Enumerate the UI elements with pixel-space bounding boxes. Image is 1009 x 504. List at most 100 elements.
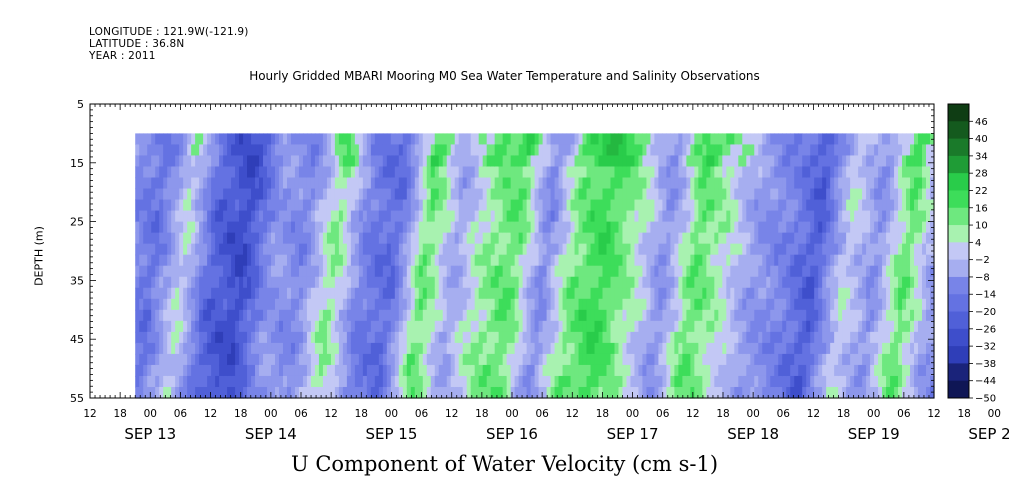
heat-cell: [298, 210, 304, 223]
heat-cell: [223, 320, 228, 333]
heat-cell: [438, 364, 444, 377]
heat-cell: [922, 232, 927, 245]
heat-cell: [183, 331, 188, 344]
heat-cell: [298, 177, 304, 190]
heat-cell: [686, 364, 691, 377]
heat-cell: [255, 309, 260, 322]
heat-cell: [255, 342, 260, 355]
heat-cell: [386, 243, 392, 256]
heat-cell: [275, 342, 280, 355]
heat-cell: [742, 243, 747, 256]
heat-cell: [578, 375, 584, 388]
heat-cell: [618, 243, 624, 256]
heat-cell: [366, 166, 372, 179]
heat-cell: [382, 375, 388, 388]
heat-cell: [862, 364, 867, 377]
heat-cell: [550, 265, 556, 278]
heat-cell: [302, 331, 308, 344]
heat-cell: [806, 342, 811, 355]
heat-cell: [794, 331, 799, 344]
heat-cell: [630, 309, 636, 322]
heat-cell: [566, 364, 572, 377]
heat-cell: [774, 287, 779, 300]
heat-cell: [674, 221, 679, 234]
heat-cell: [694, 177, 699, 190]
heat-cell: [370, 331, 376, 344]
heat-cell: [922, 133, 927, 146]
heat-cell: [738, 210, 743, 223]
heat-cell: [754, 265, 759, 278]
heat-cell: [830, 166, 835, 179]
heat-cell: [522, 144, 528, 157]
heat-cell: [886, 133, 891, 146]
heat-cell: [614, 353, 620, 366]
heat-cell: [426, 342, 432, 355]
heat-cell: [666, 254, 671, 267]
heat-cell: [786, 210, 791, 223]
heat-cell: [450, 188, 456, 201]
heat-cell: [786, 276, 791, 289]
heat-cell: [462, 144, 468, 157]
heat-cell: [314, 375, 320, 388]
heat-cell: [478, 188, 484, 201]
heat-cell: [199, 364, 204, 377]
heat-cell: [342, 331, 348, 344]
heat-cell: [458, 353, 464, 366]
heat-cell: [566, 375, 572, 388]
heat-cell: [770, 210, 775, 223]
heat-cell: [806, 188, 811, 201]
heat-cell: [902, 276, 907, 289]
heat-cell: [374, 320, 380, 333]
heat-cell: [794, 375, 799, 388]
heat-cell: [446, 144, 452, 157]
heat-cell: [370, 364, 376, 377]
heat-cell: [259, 199, 264, 212]
heat-cell: [418, 386, 424, 399]
heat-cell: [271, 133, 276, 146]
heat-cell: [602, 386, 608, 399]
heat-cell: [922, 210, 927, 223]
heat-cell: [666, 265, 671, 278]
heat-cell: [714, 375, 719, 388]
heat-cell: [642, 265, 648, 278]
heat-cell: [354, 166, 360, 179]
heat-cell: [922, 375, 927, 388]
heat-cell: [838, 166, 843, 179]
heat-cell: [746, 199, 751, 212]
heat-cell: [542, 199, 548, 212]
heat-cell: [614, 199, 620, 212]
heat-cell: [219, 331, 224, 344]
heat-cell: [143, 177, 148, 190]
heat-cell: [506, 287, 512, 300]
heat-cell: [191, 232, 196, 245]
heat-cell: [866, 133, 871, 146]
heat-cell: [670, 133, 675, 146]
heat-cell: [910, 166, 915, 179]
heat-cell: [610, 298, 616, 311]
heat-cell: [334, 155, 340, 168]
heat-cell: [159, 155, 164, 168]
heat-cell: [139, 177, 144, 190]
heat-cell: [454, 166, 460, 179]
heat-cell: [550, 210, 556, 223]
heat-cell: [298, 309, 304, 322]
heat-cell: [602, 133, 608, 146]
heat-cell: [606, 254, 612, 267]
heat-cell: [418, 320, 424, 333]
heat-cell: [139, 364, 144, 377]
heat-cell: [514, 364, 520, 377]
heat-cell: [922, 320, 927, 333]
heat-cell: [235, 155, 240, 168]
heat-cell: [414, 210, 420, 223]
heat-cell: [798, 199, 803, 212]
heat-cell: [766, 386, 771, 399]
heat-cell: [926, 177, 931, 190]
heat-cell: [243, 331, 248, 344]
heat-cell: [422, 210, 428, 223]
heat-cell: [298, 155, 304, 168]
heat-cell: [890, 254, 895, 267]
heat-cell: [366, 243, 372, 256]
heat-cell: [279, 188, 284, 201]
heat-cell: [914, 144, 919, 157]
heat-cell: [382, 254, 388, 267]
